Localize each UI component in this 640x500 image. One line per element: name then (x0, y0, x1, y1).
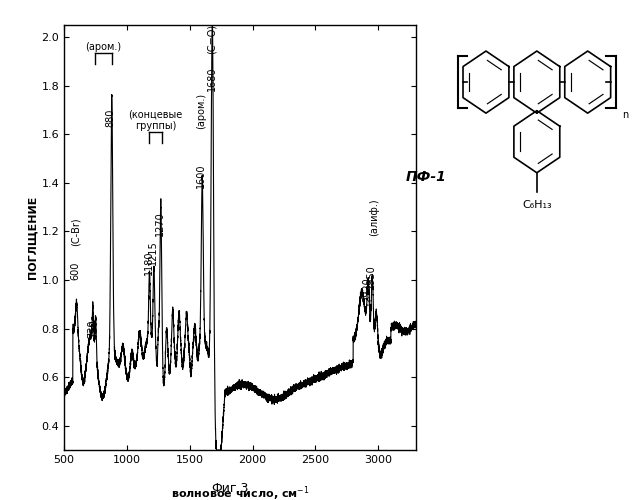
Text: 1215: 1215 (148, 240, 158, 266)
Text: (аром.): (аром.) (85, 42, 121, 51)
Text: 880: 880 (106, 108, 116, 127)
Text: 1180: 1180 (143, 250, 154, 275)
Text: (концевые
группы): (концевые группы) (128, 109, 182, 130)
Text: C₆H₁₃: C₆H₁₃ (522, 200, 552, 210)
Text: 2950: 2950 (366, 265, 376, 289)
Text: (С=О): (С=О) (207, 24, 216, 54)
Y-axis label: ПОГЛЩЕНИЕ: ПОГЛЩЕНИЕ (28, 196, 37, 279)
Text: 1270: 1270 (155, 212, 164, 236)
Text: 1600: 1600 (196, 163, 206, 188)
Text: 1680: 1680 (207, 66, 216, 90)
Text: 730: 730 (87, 320, 97, 338)
Text: 750: 750 (90, 320, 100, 338)
Text: ПФ-1: ПФ-1 (406, 170, 447, 183)
Text: n: n (623, 110, 628, 120)
Text: волновое число, см$^{-1}$: волновое число, см$^{-1}$ (171, 484, 309, 500)
Text: (алиф.): (алиф.) (369, 198, 380, 236)
Text: 2920: 2920 (362, 277, 372, 302)
Text: Фиг.3: Фиг.3 (212, 482, 249, 495)
Text: 600: 600 (70, 262, 81, 280)
Text: (С-Вr): (С-Вr) (70, 218, 81, 246)
Text: (аром.): (аром.) (196, 94, 206, 130)
